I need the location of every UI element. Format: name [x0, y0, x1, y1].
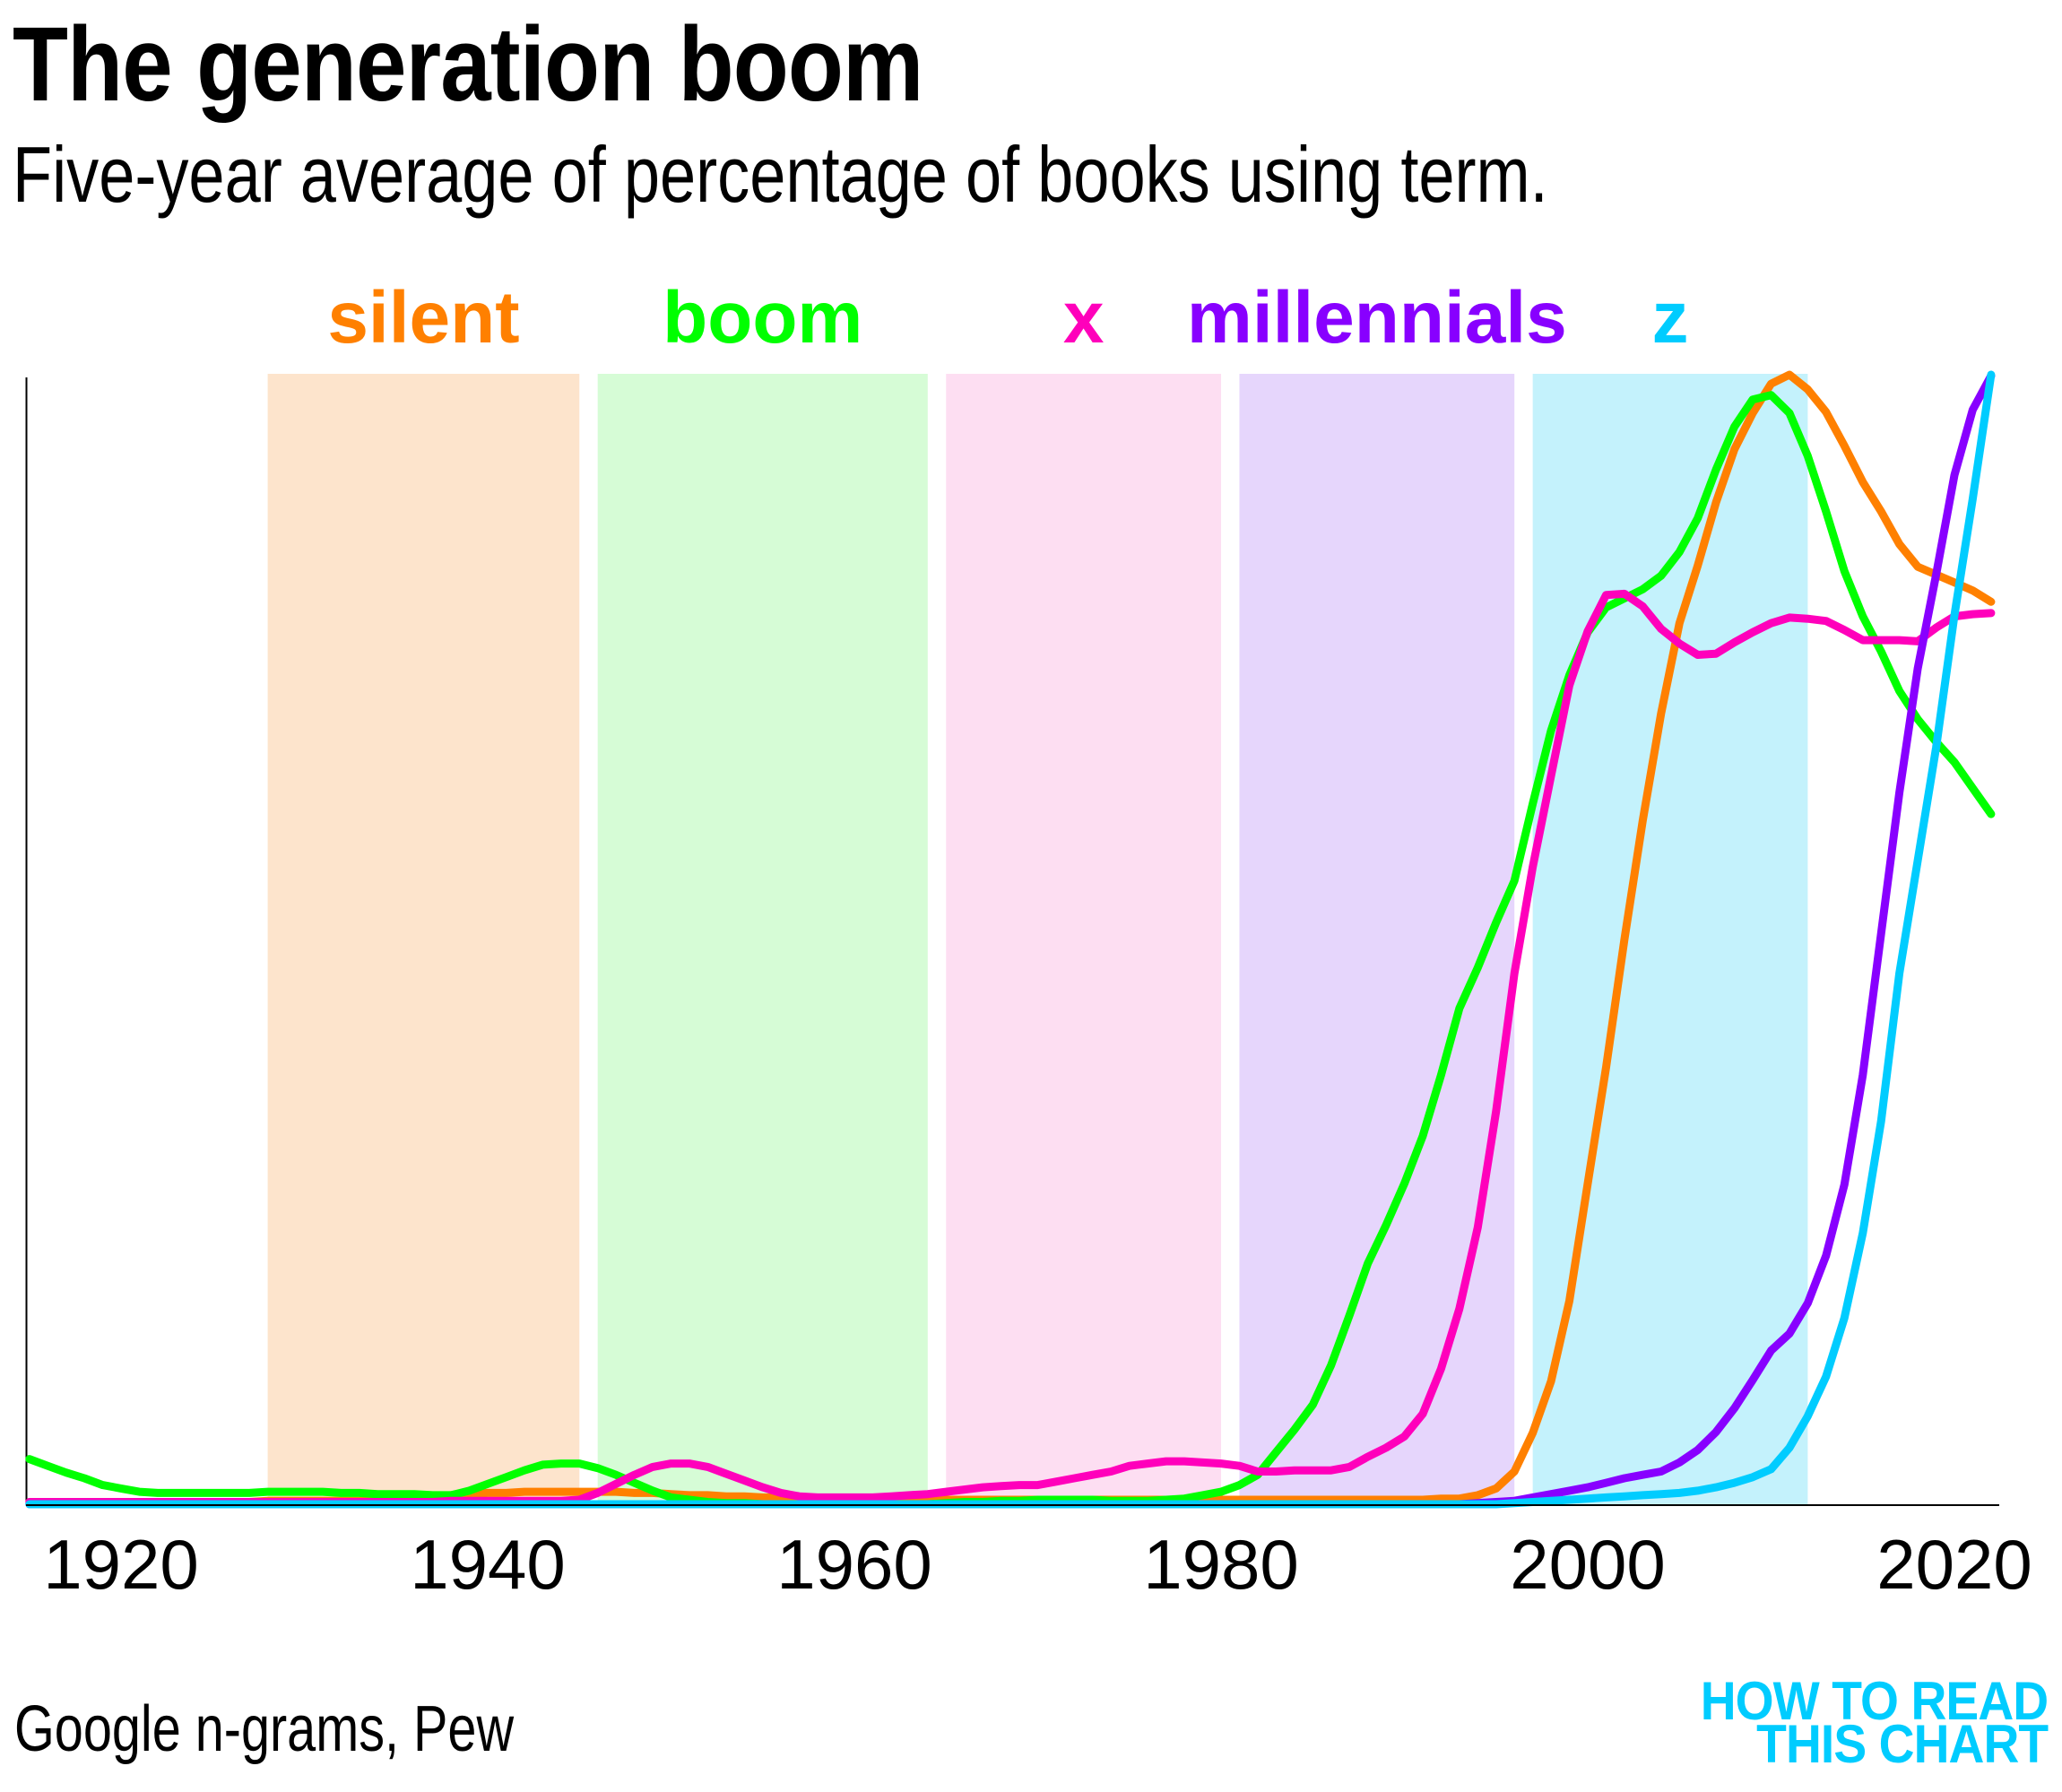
x-tick-label: 1960: [776, 1525, 932, 1604]
legend: silent boom x millennials z: [327, 277, 1688, 359]
legend-label-silent: silent: [327, 277, 519, 359]
x-tick-labels: 1920 1940 1960 1980 2000 2020: [43, 1525, 2032, 1604]
generation-bands: [267, 374, 1808, 1504]
legend-label-z: z: [1652, 277, 1689, 359]
legend-label-boom: boom: [663, 277, 862, 359]
band-millennials: [1239, 374, 1515, 1504]
x-tick-label: 1980: [1143, 1525, 1299, 1604]
x-tick-label: 1940: [410, 1525, 566, 1604]
band-x: [946, 374, 1221, 1504]
legend-label-millennials: millennials: [1187, 277, 1567, 359]
logo-line-2: THIS CHART: [1755, 1714, 2049, 1774]
brand-logo: HOW TO READ THIS CHART: [1700, 1671, 2049, 1774]
x-tick-label: 2000: [1510, 1525, 1666, 1604]
chart-subtitle: Five-year average of percentage of books…: [13, 130, 1548, 219]
logo-line-1: HOW TO READ: [1700, 1671, 2048, 1731]
x-tick-label: 1920: [43, 1525, 199, 1604]
band-silent: [267, 374, 580, 1504]
x-tick-label: 2020: [1876, 1525, 2032, 1604]
source-credit: Google n-grams, Pew: [14, 1693, 515, 1765]
band-z: [1532, 374, 1808, 1504]
band-boom: [597, 374, 928, 1504]
legend-label-x: x: [1063, 277, 1105, 359]
chart-title: The generation boom: [13, 5, 923, 124]
